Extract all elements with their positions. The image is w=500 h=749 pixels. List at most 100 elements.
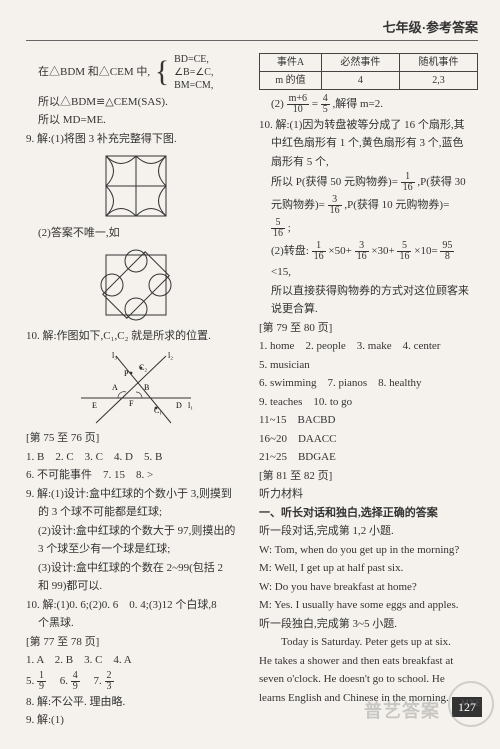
svg-text:D: D (176, 401, 182, 410)
fraction: 23 (105, 671, 114, 692)
text: 元购物券)= 316 ,P(获得 10 元购物券)= (259, 195, 478, 216)
page-header: 七年级·参考答案 (26, 18, 478, 41)
section-label: [第 81 至 82 页] (259, 468, 478, 485)
section-label: [第 75 至 76 页] (26, 430, 245, 447)
svg-text:P: P (124, 369, 129, 378)
text: 5. 19 6. 49 7. 23 (26, 671, 245, 692)
fraction: 516 (271, 218, 285, 239)
table-header: 事件A (260, 53, 322, 71)
watermark: 普艺答案 (364, 698, 440, 725)
text: 21~25 BDGAE (259, 449, 478, 466)
text: 所以△BDM≌△CEM(SAS). (26, 94, 245, 111)
text: seven o'clock. He doesn't go to school. … (259, 671, 478, 688)
svg-text:A: A (112, 383, 118, 392)
fraction: 958 (440, 241, 454, 262)
text: W: Tom, when do you get up in the mornin… (259, 542, 478, 559)
text: (3)设计:盒中红球的个数在 2~99(包括 2 (26, 560, 245, 577)
text: 听一段独白,完成第 3~5 小题. (259, 616, 478, 633)
svg-text:l₂: l₂ (168, 351, 173, 360)
text: 7. (83, 675, 105, 687)
probability-table: 事件A 必然事件 随机事件 m 的值 4 2,3 (259, 53, 478, 90)
text: 3 个球至少有一个球是红球; (26, 541, 245, 558)
text: W: Do you have breakfast at home? (259, 579, 478, 596)
text: 9. teaches 10. to go (259, 394, 478, 411)
figure-2 (26, 246, 245, 324)
text: 10. 解:作图如下,C₁,C₂ 就是所求的位置. (26, 328, 245, 345)
text: 扇形有 5 个, (259, 154, 478, 171)
text: He takes a shower and then eats breakfas… (259, 653, 478, 670)
text: 6. (49, 675, 71, 687)
text: 10. 解:(1)因为转盘被等分成了 16 个扇形,其 (259, 117, 478, 134)
text: 所以 P(获得 50 元购物券)= (271, 176, 398, 188)
text: (2)转盘: (271, 245, 309, 257)
figure-1 (26, 151, 245, 221)
text: 16~20 DAACC (259, 431, 478, 448)
text: 和 99)都可以. (26, 578, 245, 595)
text: 5. musician (259, 357, 478, 374)
text: M: Well, I get up at half past six. (259, 560, 478, 577)
fraction: 49 (71, 671, 80, 692)
text: ,解得 m=2. (332, 98, 383, 110)
svg-text:l₃: l₃ (112, 351, 117, 360)
table-cell: 2,3 (399, 71, 477, 89)
stamp-icon: MXE (448, 681, 494, 727)
text: 9. 解:(1)设计:盒中红球的个数小于 3,则摸到 (26, 486, 245, 503)
fraction: 116 (401, 172, 415, 193)
text: ×30+ (371, 245, 394, 257)
text: M: Yes. I usually have some eggs and app… (259, 597, 478, 614)
text: 听一段对话,完成第 1,2 小题. (259, 523, 478, 540)
fraction: 116 (312, 241, 326, 262)
text: 听力材料 (259, 486, 478, 503)
text: ×10= (414, 245, 437, 257)
text: 1. A 2. B 3. C 4. A (26, 652, 245, 669)
text: 1. home 2. people 3. make 4. center (259, 338, 478, 355)
text: 所以 P(获得 50 元购物券)= 116 ,P(获得 30 (259, 172, 478, 193)
fraction: 516 (397, 241, 411, 262)
fraction: 19 (37, 671, 46, 692)
svg-text:B: B (144, 383, 149, 392)
text: (2)答案不唯一,如 (26, 225, 245, 242)
fraction: 316 (355, 241, 369, 262)
svg-text:l₁: l₁ (188, 401, 193, 410)
text: 5. (26, 675, 37, 687)
text: 在△BDM 和△CEM 中, (38, 66, 150, 78)
text: 元购物券)= (271, 199, 325, 211)
heading: 一、听长对话和独白,选择正确的答案 (259, 505, 478, 522)
text: (2)设计:盒中红球的个数大于 97,则摸出的 (26, 523, 245, 540)
fraction: m+610 (287, 94, 309, 115)
text: 9. 解:(1)将图 3 补充完整得下图. (26, 131, 245, 148)
fraction: 45 (321, 94, 330, 115)
svg-text:F: F (129, 399, 134, 408)
text: <15, (259, 264, 478, 281)
text: 516 ; (259, 218, 478, 239)
text: = (312, 98, 318, 110)
text: 1. B 2. C 3. C 4. D 5. B (26, 449, 245, 466)
text: (2) (271, 98, 284, 110)
case-line: BM=CM, (174, 80, 213, 91)
text: Today is Saturday. Peter gets up at six. (259, 634, 478, 651)
text: 说更合算. (259, 301, 478, 318)
table-header: 随机事件 (399, 53, 477, 71)
text: ; (288, 222, 291, 234)
text: ×50+ (328, 245, 351, 257)
left-column: 在△BDM 和△CEM 中, { BD=CE, ∠B=∠C, BM=CM, 所以… (26, 53, 245, 731)
text: ,P(获得 30 (417, 176, 465, 188)
text: 所以直接获得购物券的方式对这位顾客来 (259, 283, 478, 300)
table-cell: m 的值 (260, 71, 322, 89)
case-block: BD=CE, ∠B=∠C, BM=CM, (174, 53, 213, 92)
text: 11~15 BACBD (259, 412, 478, 429)
text: 10. 解:(1)0. 6;(2)0. 6 0. 4;(3)12 个白球,8 (26, 597, 245, 614)
text: 的 3 个球不可能都是红球; (26, 504, 245, 521)
right-column: 事件A 必然事件 随机事件 m 的值 4 2,3 (2) m+610 = 45 … (259, 53, 478, 731)
text: (2) m+610 = 45 ,解得 m=2. (259, 94, 478, 115)
text: (2)转盘: 116 ×50+ 316 ×30+ 516 ×10= 958 (259, 241, 478, 262)
text: 中红色扇形有 1 个,黄色扇形有 3 个,蓝色 (259, 135, 478, 152)
text: 9. 解:(1) (26, 712, 245, 729)
section-label: [第 77 至 78 页] (26, 634, 245, 651)
text: ,P(获得 10 元购物券)= (344, 199, 449, 211)
text: 8. 解:不公平. 理由略. (26, 694, 245, 711)
fraction: 316 (328, 195, 342, 216)
figure-3: l₁ l₂ l₃ P C₂ A B C₁ E D F (26, 348, 245, 426)
svg-text:E: E (92, 401, 97, 410)
case-line: ∠B=∠C, (174, 67, 213, 78)
